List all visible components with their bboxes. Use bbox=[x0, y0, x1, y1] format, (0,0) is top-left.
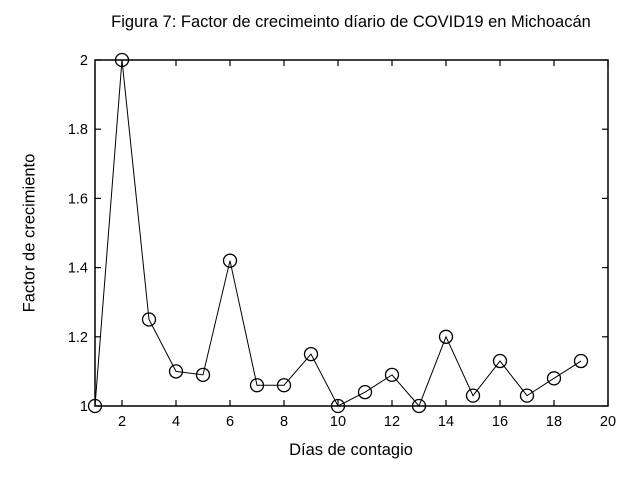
y-tick-label: 1.4 bbox=[68, 261, 88, 277]
data-point-marker bbox=[546, 371, 562, 386]
data-point-marker bbox=[141, 312, 157, 327]
data-point-marker bbox=[276, 378, 292, 393]
data-point-marker bbox=[411, 398, 427, 414]
chart-title: Figura 7: Factor de crecimeinto díario d… bbox=[111, 13, 591, 31]
y-tick-label: 1 bbox=[80, 399, 88, 415]
data-point-marker bbox=[519, 388, 535, 403]
x-tick-label: 10 bbox=[330, 414, 346, 430]
data-series-line bbox=[94, 59, 582, 407]
data-point-marker bbox=[303, 346, 319, 362]
x-tick-label: 16 bbox=[492, 414, 508, 430]
x-tick-label: 2 bbox=[118, 414, 126, 430]
data-point-marker bbox=[195, 367, 211, 383]
data-point-marker bbox=[438, 329, 454, 344]
data-point-marker bbox=[87, 398, 103, 414]
plot-box bbox=[94, 59, 609, 407]
data-point-marker bbox=[384, 367, 400, 383]
axis-frame bbox=[94, 59, 609, 407]
data-point-marker bbox=[222, 253, 238, 268]
data-point-marker bbox=[573, 353, 589, 369]
x-tick-label: 6 bbox=[226, 414, 234, 430]
data-point-marker bbox=[168, 364, 184, 379]
data-point-marker bbox=[357, 385, 373, 400]
data-point-marker bbox=[492, 353, 508, 369]
x-tick-label: 4 bbox=[172, 414, 180, 430]
x-tick-label: 8 bbox=[280, 414, 288, 430]
data-point-markers bbox=[87, 52, 589, 414]
data-point-marker bbox=[114, 52, 130, 68]
data-point-marker bbox=[465, 388, 481, 403]
y-tick-label: 2 bbox=[80, 53, 88, 69]
x-tick-label: 18 bbox=[546, 414, 562, 430]
x-tick-label: 12 bbox=[384, 414, 400, 430]
y-tick-label: 1.2 bbox=[68, 330, 88, 346]
data-point-marker bbox=[330, 398, 346, 414]
x-tick-label: 20 bbox=[600, 414, 616, 430]
y-axis-ticks: 1 1.2 1.4 1.6 1.8 2 bbox=[68, 53, 608, 415]
x-tick-label: 14 bbox=[438, 414, 454, 430]
data-point-marker bbox=[249, 378, 265, 393]
y-tick-label: 1.8 bbox=[68, 122, 88, 138]
series-polyline bbox=[94, 59, 582, 407]
x-axis-label: Días de contagio bbox=[289, 441, 413, 459]
x-axis-ticks: 2 4 6 8 10 12 14 16 18 20 bbox=[118, 60, 616, 430]
y-tick-label: 1.6 bbox=[68, 191, 88, 207]
